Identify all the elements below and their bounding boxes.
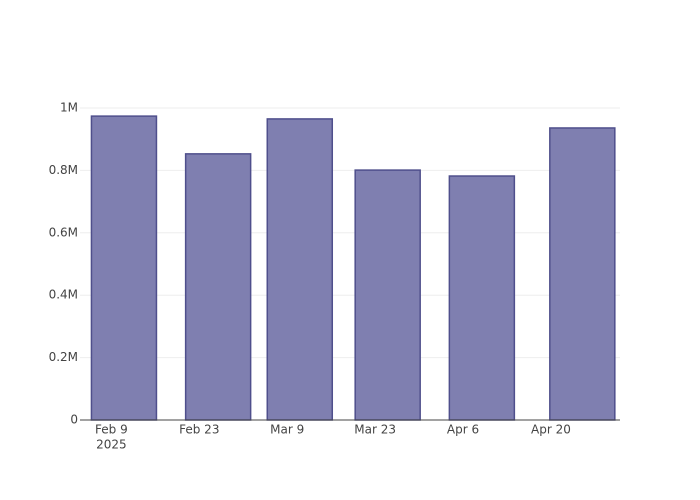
y-tick-label: 0.4M: [49, 288, 78, 302]
bar: [90, 115, 158, 421]
x-tick-label: Apr 20: [531, 423, 571, 437]
bar: [354, 169, 421, 421]
bar: [448, 175, 516, 421]
y-tick-label: 0.8M: [49, 163, 78, 177]
x-tick-year: 2025: [96, 438, 127, 452]
bar: [549, 127, 616, 421]
x-tick-label: Feb 9: [95, 423, 128, 437]
bar: [266, 118, 334, 421]
x-tick-label: Mar 9: [270, 423, 304, 437]
y-tick-label: 0.6M: [49, 225, 78, 239]
bar: [184, 153, 252, 421]
y-tick-label: 1M: [60, 100, 78, 114]
x-tick-label: Apr 6: [447, 423, 479, 437]
y-tick-label: 0: [70, 413, 78, 427]
x-tick-label: Mar 23: [354, 423, 396, 437]
x-tick-label: Feb 23: [179, 423, 219, 437]
y-tick-label: 0.2M: [49, 350, 78, 364]
